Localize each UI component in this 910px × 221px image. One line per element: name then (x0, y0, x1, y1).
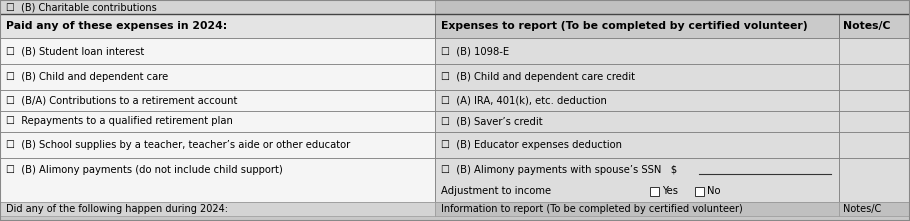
Bar (435, 90, 839, 111)
Text: ☐  (B/A) Contributions to a retirement account: ☐ (B/A) Contributions to a retirement ac… (6, 95, 238, 105)
Text: Information to report (To be completed by certified volunteer): Information to report (To be completed b… (441, 204, 743, 214)
Bar (0, 202, 435, 216)
Bar (839, 14, 910, 38)
Bar (650, 187, 659, 196)
Bar (435, 38, 839, 64)
Text: ☐  (B) 1098-E: ☐ (B) 1098-E (441, 46, 509, 56)
Text: Expenses to report (To be completed by certified volunteer): Expenses to report (To be completed by c… (441, 21, 807, 31)
Text: ☐  (A) IRA, 401(k), etc. deduction: ☐ (A) IRA, 401(k), etc. deduction (441, 95, 607, 105)
Bar (435, 132, 839, 158)
Text: Adjustment to income: Adjustment to income (441, 186, 551, 196)
Bar (0, 158, 435, 202)
Text: No: No (707, 186, 721, 196)
Bar (0, 0, 435, 14)
Text: ☐  (B) Alimony payments (do not include child support): ☐ (B) Alimony payments (do not include c… (6, 165, 283, 175)
Text: ☐  (B) Child and dependent care: ☐ (B) Child and dependent care (6, 72, 168, 82)
Bar (839, 158, 910, 202)
Text: ☐  (B) Saver’s credit: ☐ (B) Saver’s credit (441, 116, 542, 126)
Bar (435, 64, 839, 90)
Bar (435, 0, 910, 14)
Text: Notes/C: Notes/C (843, 204, 881, 214)
Bar (435, 202, 839, 216)
Bar (435, 158, 839, 202)
Bar (435, 14, 839, 38)
Bar (695, 187, 704, 196)
Bar (0, 111, 435, 132)
Bar (0, 90, 435, 111)
Bar (0, 38, 435, 64)
Bar (0, 132, 435, 158)
Text: ☐  (B) Charitable contributions: ☐ (B) Charitable contributions (6, 2, 157, 12)
Bar (839, 132, 910, 158)
Text: ☐  (B) Alimony payments with spouse’s SSN   $: ☐ (B) Alimony payments with spouse’s SSN… (441, 165, 677, 175)
Text: ☐  Repayments to a qualified retirement plan: ☐ Repayments to a qualified retirement p… (6, 116, 233, 126)
Bar (0, 64, 435, 90)
Bar (839, 38, 910, 64)
Bar (839, 90, 910, 111)
Bar (839, 64, 910, 90)
Text: ☐  (B) Student loan interest: ☐ (B) Student loan interest (6, 46, 145, 56)
Text: Paid any of these expenses in 2024:: Paid any of these expenses in 2024: (6, 21, 228, 31)
Text: Notes/C: Notes/C (843, 21, 891, 31)
Text: ☐  (B) Child and dependent care credit: ☐ (B) Child and dependent care credit (441, 72, 635, 82)
Text: ☐  (B) Educator expenses deduction: ☐ (B) Educator expenses deduction (441, 140, 622, 150)
Bar (0, 14, 435, 38)
Text: ☐  (B) School supplies by a teacher, teacher’s aide or other educator: ☐ (B) School supplies by a teacher, teac… (6, 140, 350, 150)
Bar (839, 111, 910, 132)
Text: Did any of the following happen during 2024:: Did any of the following happen during 2… (6, 204, 228, 214)
Bar (839, 202, 910, 216)
Bar (435, 111, 839, 132)
Text: Yes: Yes (662, 186, 678, 196)
